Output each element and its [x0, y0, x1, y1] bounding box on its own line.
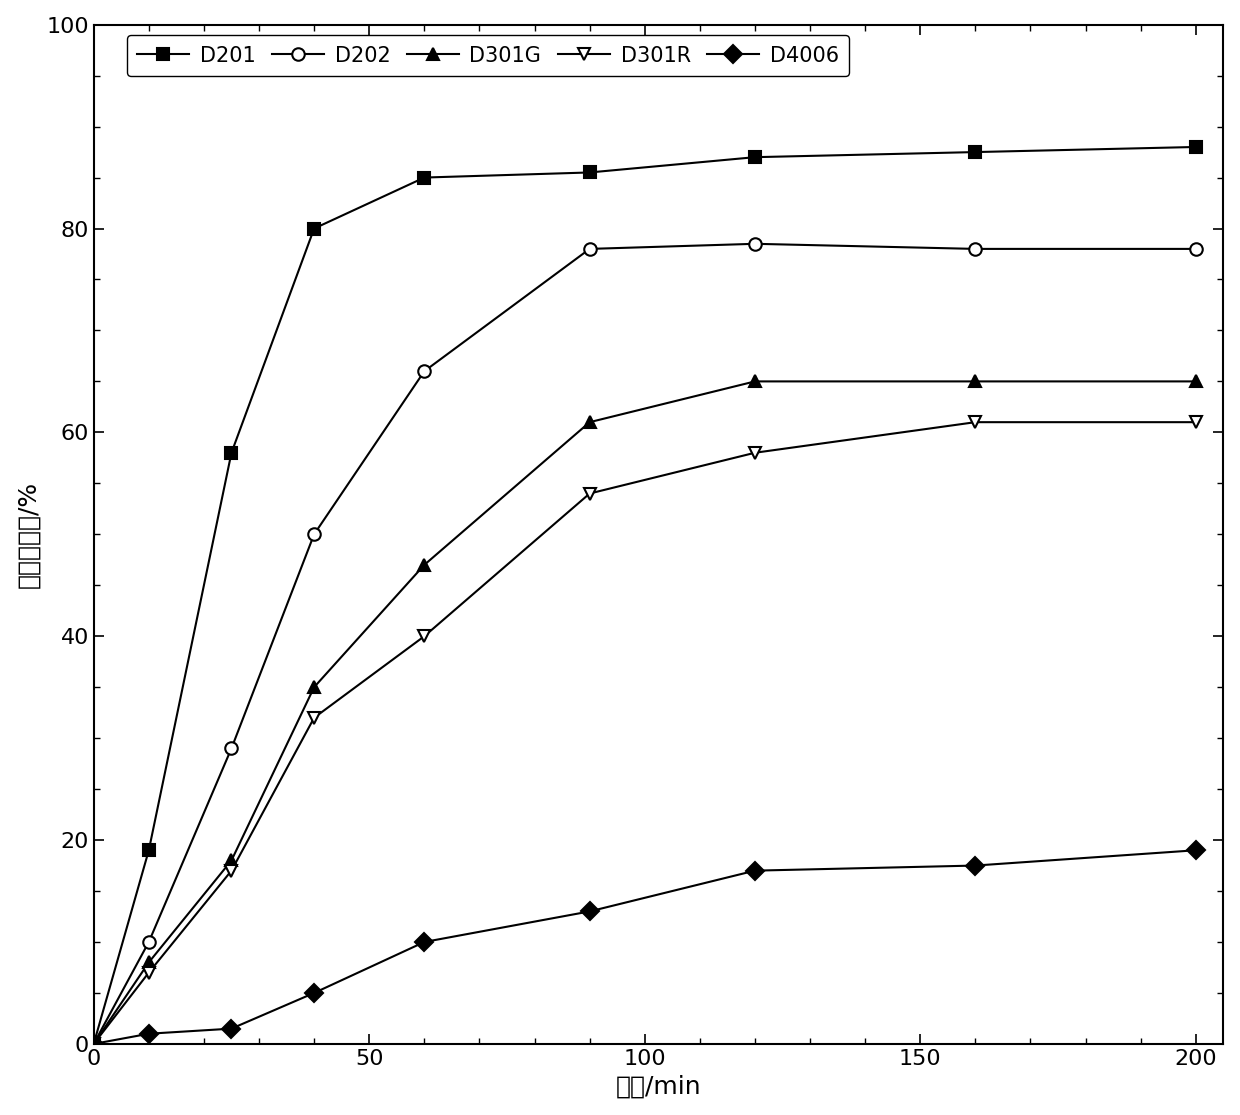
- D201: [968, 145, 983, 158]
- Line: D202: D202: [88, 237, 1202, 1050]
- D201: [417, 171, 432, 184]
- Line: D301G: D301G: [88, 375, 1202, 1050]
- D301R: [748, 446, 763, 459]
- D301G: [968, 375, 983, 388]
- D202: [417, 365, 432, 378]
- Line: D4006: D4006: [88, 844, 1202, 1050]
- Line: D201: D201: [88, 140, 1202, 1050]
- D4006: [306, 987, 321, 1000]
- D4006: [224, 1022, 239, 1036]
- D301R: [224, 864, 239, 878]
- D202: [1188, 242, 1203, 255]
- D301G: [583, 416, 598, 429]
- D201: [1188, 140, 1203, 154]
- D301G: [1188, 375, 1203, 388]
- D301R: [583, 487, 598, 501]
- D4006: [141, 1027, 156, 1040]
- D301R: [306, 711, 321, 725]
- D301R: [1188, 416, 1203, 429]
- D4006: [748, 864, 763, 878]
- D301G: [748, 375, 763, 388]
- D301R: [87, 1037, 102, 1050]
- D202: [87, 1037, 102, 1050]
- D301G: [224, 854, 239, 867]
- D4006: [1188, 844, 1203, 857]
- D4006: [87, 1037, 102, 1050]
- D301G: [87, 1037, 102, 1050]
- D301G: [417, 559, 432, 572]
- D202: [141, 935, 156, 949]
- D201: [748, 151, 763, 164]
- D4006: [417, 935, 432, 949]
- Legend: D201, D202, D301G, D301R, D4006: D201, D202, D301G, D301R, D4006: [126, 35, 849, 76]
- D201: [141, 844, 156, 857]
- D202: [748, 237, 763, 251]
- D201: [583, 166, 598, 180]
- X-axis label: 时间/min: 时间/min: [616, 1075, 702, 1098]
- D301R: [141, 966, 156, 979]
- D301G: [141, 956, 156, 969]
- D202: [306, 527, 321, 541]
- D201: [87, 1037, 102, 1050]
- D201: [306, 222, 321, 235]
- D301R: [417, 630, 432, 643]
- D202: [583, 242, 598, 255]
- Y-axis label: 己酸洗脱率/%: 己酸洗脱率/%: [16, 481, 41, 588]
- D4006: [583, 904, 598, 918]
- Line: D301R: D301R: [88, 416, 1202, 1050]
- D202: [968, 242, 983, 255]
- D201: [224, 446, 239, 459]
- D4006: [968, 859, 983, 872]
- D202: [224, 741, 239, 755]
- D301G: [306, 680, 321, 694]
- D301R: [968, 416, 983, 429]
